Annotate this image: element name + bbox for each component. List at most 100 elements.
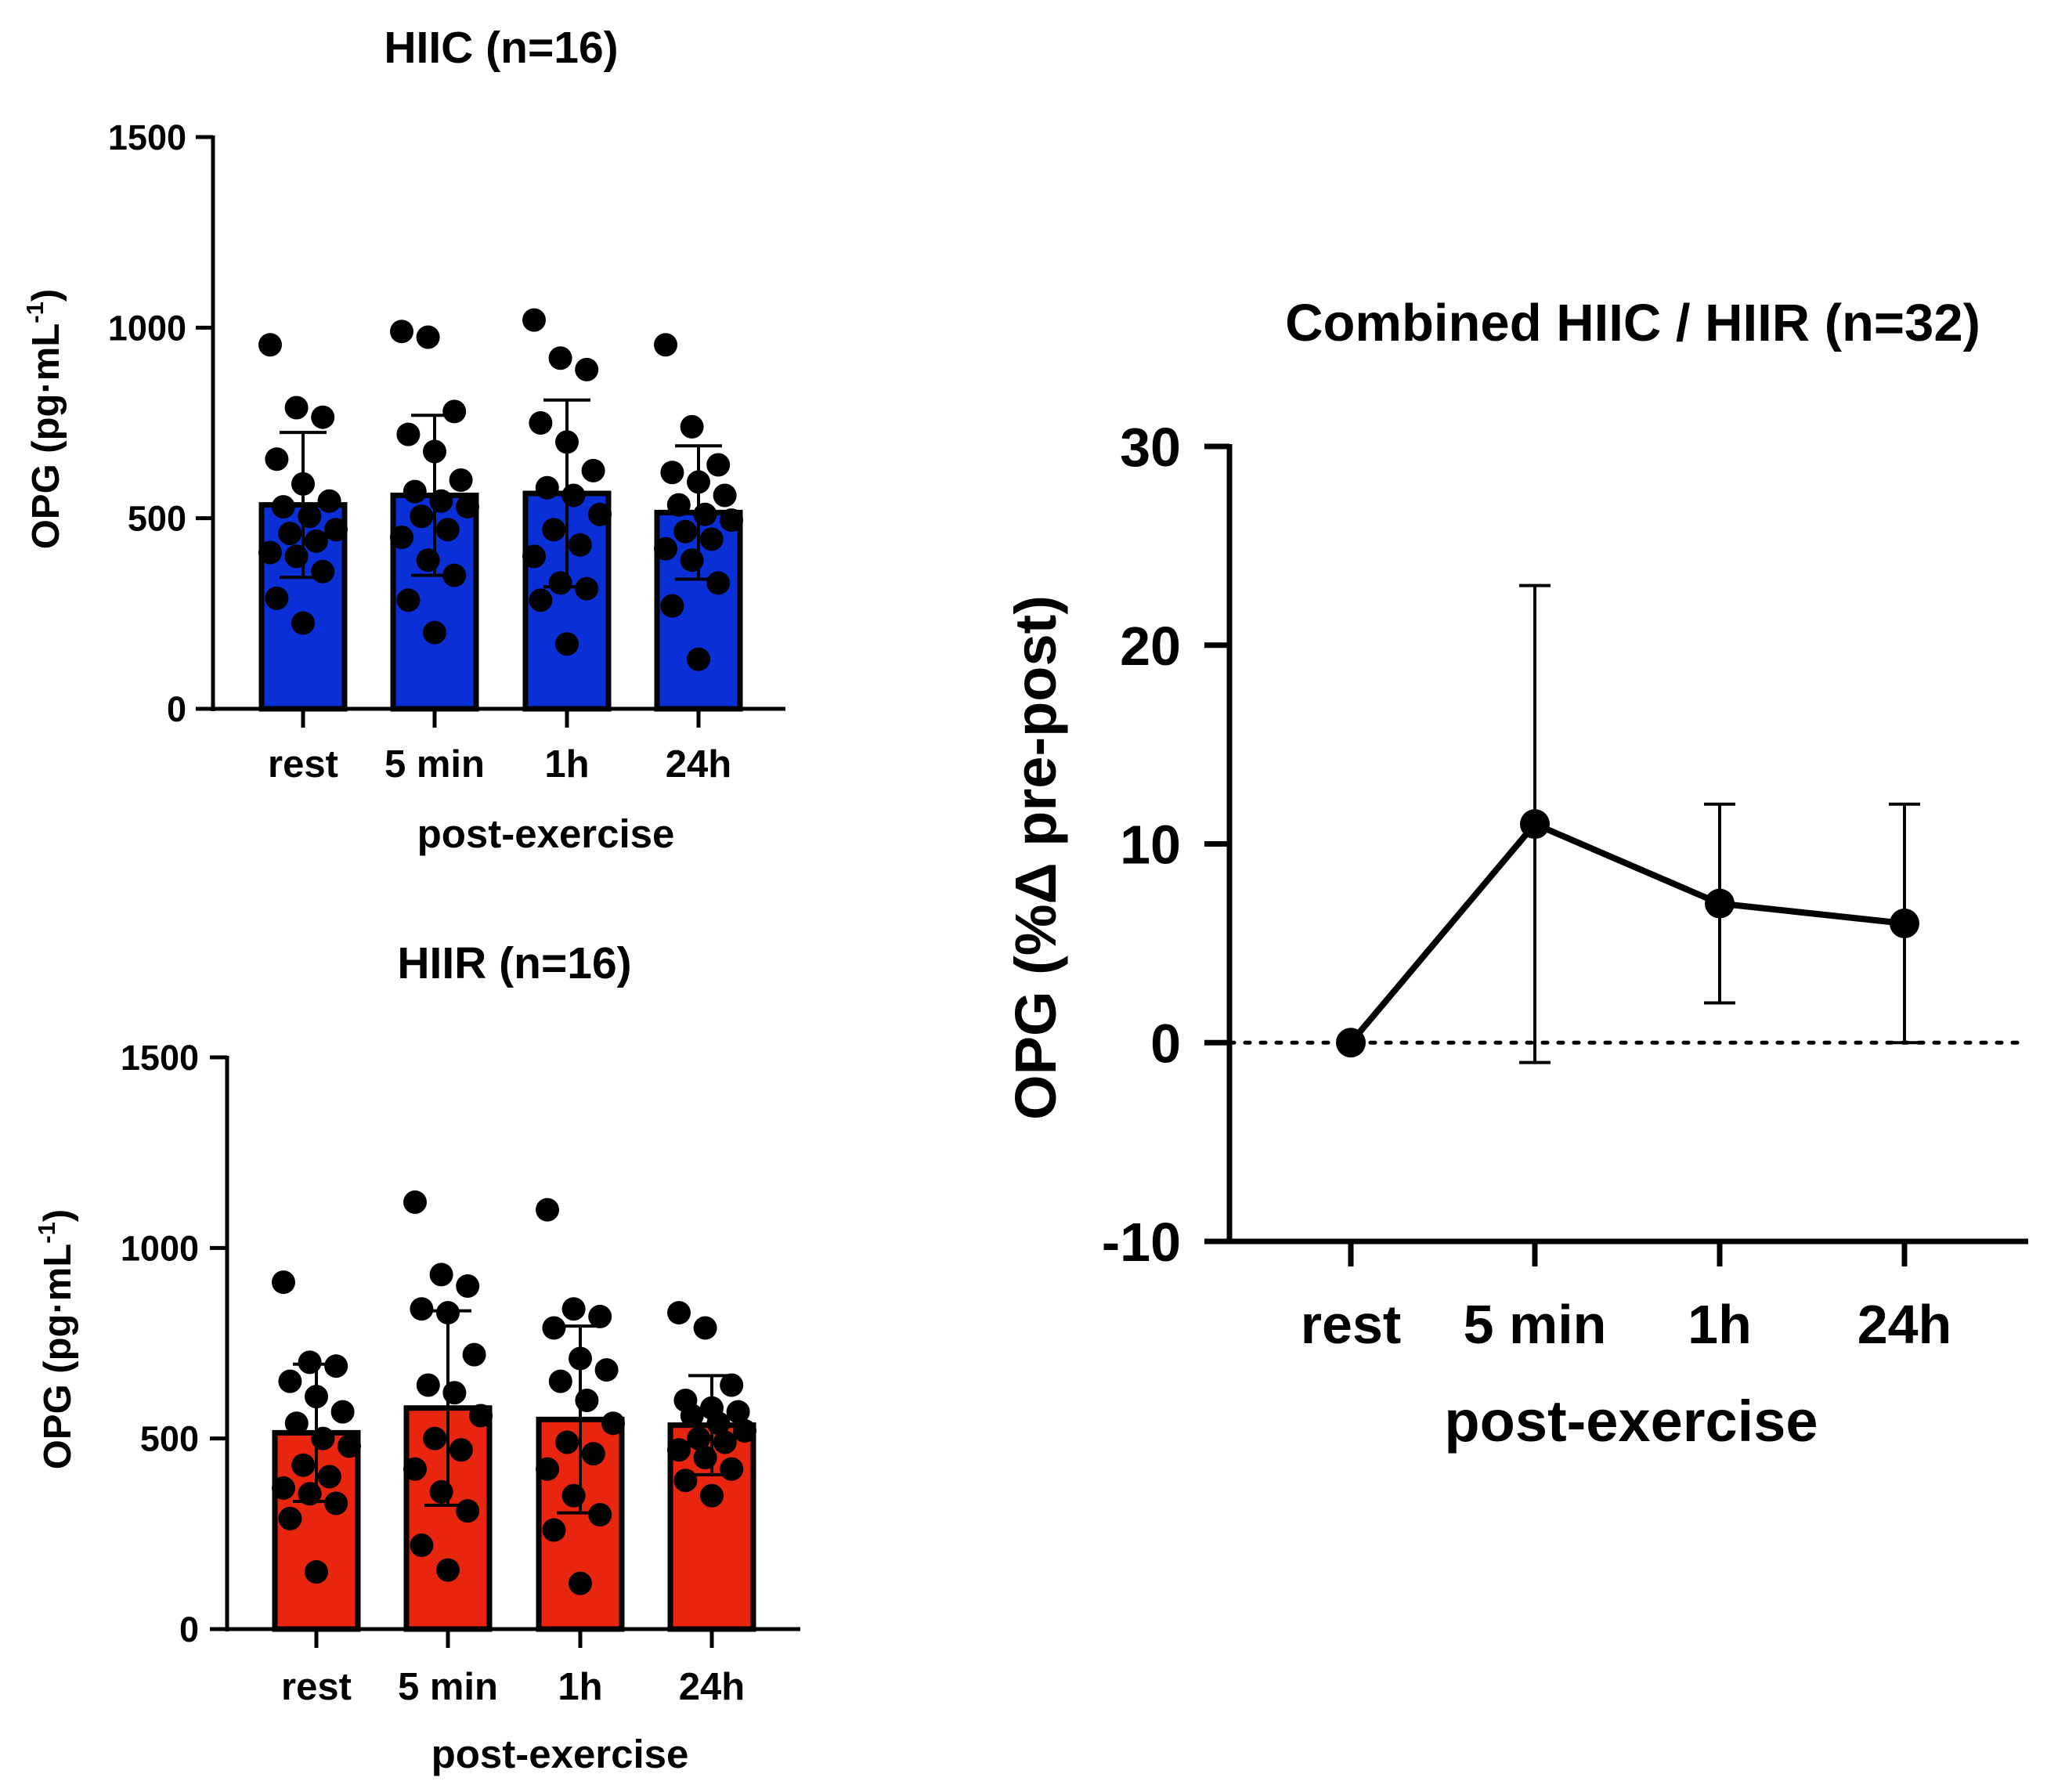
hiic-point-5-min-2 [416,325,440,349]
hiir-x-tick-label-1h: 1h [558,1666,602,1708]
hiir-error-bar-24h [688,1374,735,1476]
hiir-error-bar-1h [557,1324,604,1515]
combined-y-tick-labels: -10 0 10 20 30 [1102,417,1181,1273]
hiir-axes [210,1055,800,1648]
combined-point-rest [1336,1028,1366,1058]
hiic-x-tick-label-24h: 24h [666,743,731,786]
hiir-point-24h-9 [733,1418,756,1443]
hiic-y-tick-label-500: 500 [128,499,186,539]
hiir-point-5-min-2 [429,1263,453,1287]
hiic-point-5-min-1 [390,320,413,344]
combined-line-chart: Combined HIIC / HIIR (n=32) -10 0 10 20 30 r… [1003,294,2031,1454]
hiir-point-rest-8 [311,1426,335,1451]
hiir-point-24h-2 [693,1316,717,1340]
hiir-point-24h-16 [700,1483,724,1508]
hiir-point-5-min-9 [469,1404,493,1428]
hiic-point-5-min-12 [390,526,413,549]
hiir-chart-title: HIIR (n=16) [397,938,631,988]
hiir-point-rest-1 [272,1270,295,1295]
hiic-point-1h-6 [581,458,605,482]
hiic-error-bar-1h [543,398,590,589]
hiic-point-1h-1 [522,308,546,332]
hiir-point-1h-2 [561,1297,586,1321]
combined-error-bars [1519,583,1920,1064]
hiir-x-tick-labels: rest 5 min 1h 24h [281,1666,745,1708]
combined-x-tick-label-5-min: 5 min [1464,1294,1607,1355]
hiir-y-tick-label-1500: 1500 [121,1038,199,1078]
hiir-point-1h-8 [575,1389,599,1412]
hiic-point-24h-1 [654,333,677,357]
hiir-y-tick-labels: 0 500 1000 1500 [121,1038,199,1649]
hiir-y-axis-label: OPG (pg·mL-1) [33,1209,79,1469]
hiir-point-24h-13 [693,1446,717,1469]
hiir-point-rest-16 [305,1560,328,1584]
hiic-point-24h-13 [680,548,704,573]
hiir-point-5-min-12 [403,1457,427,1481]
hiic-point-24h-16 [687,647,710,671]
combined-x-tick-labels: rest 5 min 1h 24h [1301,1294,1952,1355]
hiir-point-1h-11 [581,1442,605,1466]
hiir-y-tick-label-500: 500 [140,1419,199,1459]
combined-y-tick-label-30: 30 [1120,417,1181,478]
hiic-y-axis-label: OPG (pg·mL-1) [21,289,67,549]
hiir-point-5-min-10 [423,1426,447,1451]
hiic-point-rest-12 [258,540,282,565]
hiic-point-1h-4 [529,411,553,435]
hiic-error-bar-24h [675,444,722,581]
hiic-point-5-min-3 [442,399,467,424]
hiir-point-1h-9 [601,1411,625,1436]
combined-series-line [1348,821,1905,1045]
hiic-y-tick-label-0: 0 [167,689,186,729]
combined-data-points [1336,809,1919,1058]
hiic-point-24h-2 [680,414,704,439]
hiir-point-24h-10 [687,1426,711,1451]
hiir-x-axis-label: post-exercise [431,1732,689,1776]
combined-y-tick-label-20: 20 [1120,616,1181,677]
hiir-point-5-min-1 [403,1190,427,1214]
hiic-point-rest-7 [271,495,295,519]
hiic-point-1h-7 [535,475,559,500]
hiic-point-5-min-11 [435,518,460,542]
hiir-point-1h-14 [588,1503,612,1526]
hiir-point-rest-12 [272,1476,295,1500]
hiir-x-tick-label-24h: 24h [679,1666,745,1708]
hiir-point-1h-16 [569,1571,592,1595]
hiir-error-bar-rest [293,1362,340,1503]
hiic-point-rest-2 [284,396,309,420]
hiic-y-tick-labels: 0 500 1000 1500 [108,117,186,729]
hiic-point-rest-11 [304,529,328,553]
hiir-point-24h-3 [720,1373,744,1397]
hiic-point-rest-13 [284,544,309,569]
hiir-point-rest-3 [324,1354,348,1378]
hiic-point-1h-14 [575,576,599,601]
hiir-point-5-min-6 [462,1342,486,1367]
hiic-point-rest-3 [311,405,335,429]
hiic-point-1h-13 [548,571,572,595]
hiir-point-rest-14 [324,1491,348,1516]
hiic-point-5-min-13 [416,548,440,573]
hiir-point-1h-12 [536,1457,559,1481]
hiic-point-1h-12 [522,544,546,569]
hiic-x-tick-label-rest: rest [268,743,338,786]
hiic-point-24h-3 [706,453,731,477]
hiic-point-1h-9 [588,502,612,526]
hiic-point-1h-2 [548,346,572,370]
hiic-point-rest-14 [311,559,335,583]
hiir-point-5-min-15 [410,1533,434,1557]
hiir-point-24h-6 [726,1400,750,1424]
hiic-error-bar-rest [280,431,327,580]
hiir-point-24h-12 [667,1438,691,1462]
hiic-point-5-min-7 [403,479,427,504]
hiic-error-bars [280,398,722,589]
hiir-y-tick-label-0: 0 [179,1610,199,1649]
hiic-point-24h-15 [660,594,684,618]
hiir-point-rest-15 [278,1506,302,1530]
hiir-point-5-min-3 [456,1274,480,1298]
hiic-point-24h-4 [660,461,684,485]
hiic-point-24h-9 [720,508,743,533]
combined-chart-title: Combined HIIC / HIIR (n=32) [1285,294,1980,352]
hiir-point-1h-4 [542,1316,566,1340]
hiic-point-5-min-16 [423,620,446,645]
